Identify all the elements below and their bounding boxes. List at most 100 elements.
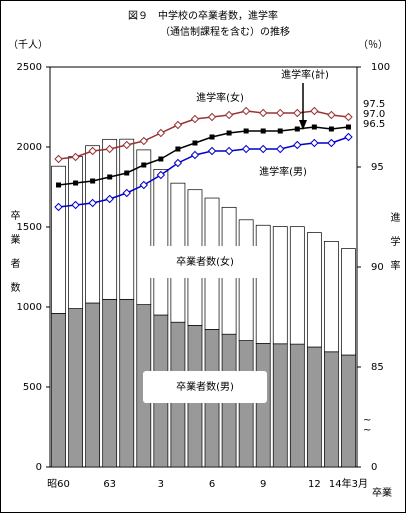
line-marker [260,128,266,134]
bar [85,145,101,304]
series-annotation: 進学率(女) [196,91,244,104]
y2-tick-label: 100 [371,62,390,73]
line-marker [122,188,131,198]
bar [272,343,288,468]
line-marker [327,138,336,148]
line-marker [294,126,300,132]
bar [306,232,322,348]
bar [324,351,339,468]
y2-tick-label: 90 [371,262,384,273]
line-marker [54,202,63,212]
series-annotation: 進学率(男) [259,165,307,178]
bar [255,224,271,344]
bar [102,138,118,300]
bar [341,354,356,468]
x-tick-label: 3 [158,479,164,490]
annotation-box [143,371,267,403]
value-label: 97.5 [363,99,385,110]
line-marker [241,106,251,116]
line-marker [277,128,283,134]
line-marker [276,144,285,154]
line-marker [327,110,336,120]
line-marker [226,130,232,136]
y2-tick-label: 0 [371,462,377,473]
line-marker [241,144,251,154]
line-marker [224,110,234,120]
series-annotation: 進学率(計) [281,68,329,81]
y-tick-label: 1500 [17,222,42,233]
line-marker [88,146,97,156]
line-marker [73,180,79,186]
chart-subtitle: （通信制課程を含む）の推移 [160,25,290,38]
line-marker [88,198,97,208]
x-unit: 卒業 [372,486,392,499]
y2-tick-label: 85 [371,362,384,373]
x-tick-label: 12 [308,479,321,490]
line-marker [105,144,114,154]
bar [68,156,83,309]
bar [306,346,322,468]
bar [85,302,101,468]
y2-unit: （％） [358,39,388,51]
line-marker [105,194,114,204]
bar [119,138,135,300]
annotation-arrowhead [299,120,307,130]
line-marker [311,124,317,130]
y-tick-label: 2500 [17,62,42,73]
axis-break: ~ [363,425,371,436]
bar [136,149,152,305]
line-marker [124,170,130,176]
line-marker [192,140,198,146]
bar [272,226,288,345]
bar [289,226,305,345]
y-unit: （千人） [8,39,48,51]
line-marker [54,154,63,164]
bar [68,308,83,468]
y-tick-label: 0 [36,462,42,473]
line-marker [293,108,302,118]
x-tick-label: 63 [103,479,116,490]
bar [289,343,305,468]
line-marker [173,158,183,168]
line-marker [107,174,113,180]
x-tick-label: 14年3月 [329,477,368,490]
line-marker [90,178,96,184]
bar [255,343,271,468]
bar [51,313,66,468]
annotation-box [143,246,267,278]
x-tick-label: 昭60 [47,478,70,490]
value-label: 97.0 [363,109,385,120]
y-tick-label: 500 [23,382,42,393]
series-annotation: 卒業者数(女) [176,255,234,268]
line-marker [156,128,166,138]
line-marker [328,126,334,132]
line-marker [175,146,181,152]
line-marker [122,140,131,150]
series-annotation: 卒業者数(男) [176,380,234,393]
y-label: 卒業者数 [8,209,20,306]
line-marker [139,180,149,190]
axis-break: ~ [363,415,371,426]
line-marker [190,114,200,124]
x-tick-label: 9 [260,479,266,490]
line-marker [209,134,215,140]
line-marker [276,108,285,118]
bar [102,298,118,468]
line-marker [293,140,302,150]
line-marker [344,132,353,142]
line-marker [71,152,80,162]
line-marker [207,146,217,156]
line-marker [224,146,234,156]
line-marker [310,138,319,148]
x-tick-label: 6 [209,479,215,490]
line-marker [71,200,80,210]
line-marker [156,170,166,180]
value-label: 96.5 [363,119,385,130]
line-marker [345,124,351,130]
line-marker [56,182,62,188]
y2-tick-label: 95 [371,162,384,173]
line-marker [190,150,200,160]
y-tick-label: 1000 [17,302,42,313]
bar [324,241,339,353]
line-marker [258,108,268,118]
